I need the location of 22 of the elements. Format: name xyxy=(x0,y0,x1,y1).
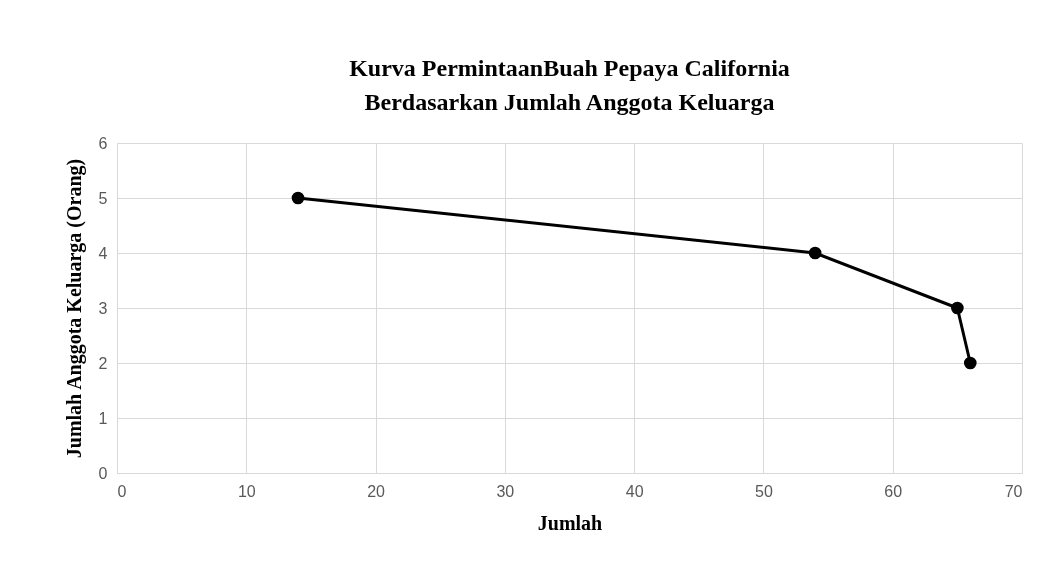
x-tick-label: 10 xyxy=(237,482,256,500)
point xyxy=(963,356,977,370)
y-tick-label: 1 xyxy=(98,409,108,427)
x-tick-label: 70 xyxy=(1004,482,1023,500)
y-tick-label: 6 xyxy=(98,134,108,152)
point xyxy=(951,301,964,315)
x-tick-label: 50 xyxy=(755,482,773,500)
x-tick-label: 0 xyxy=(117,482,127,500)
y-tick-label: 0 xyxy=(98,464,108,482)
point xyxy=(291,191,305,205)
point xyxy=(808,246,822,260)
chart-title: Kurva PermintaanBuah Pepaya California Berdasarkan Jumlah Anggota Keluarga xyxy=(349,55,790,115)
x-tick-label: 60 xyxy=(884,482,903,500)
x-tick-label: 30 xyxy=(496,482,515,500)
y-tick-label: 5 xyxy=(98,189,108,207)
y-tick-label: 2 xyxy=(98,354,108,372)
y-tick-label: 3 xyxy=(98,299,108,317)
x-tick-label: 20 xyxy=(367,482,386,500)
y-axis-title: Jumlah Anggota Keluarga (Orang) xyxy=(62,158,86,459)
y-tick-label: 4 xyxy=(98,244,108,262)
x-axis-title: Jumlah xyxy=(537,511,603,534)
x-tick-label: 40 xyxy=(625,482,644,500)
